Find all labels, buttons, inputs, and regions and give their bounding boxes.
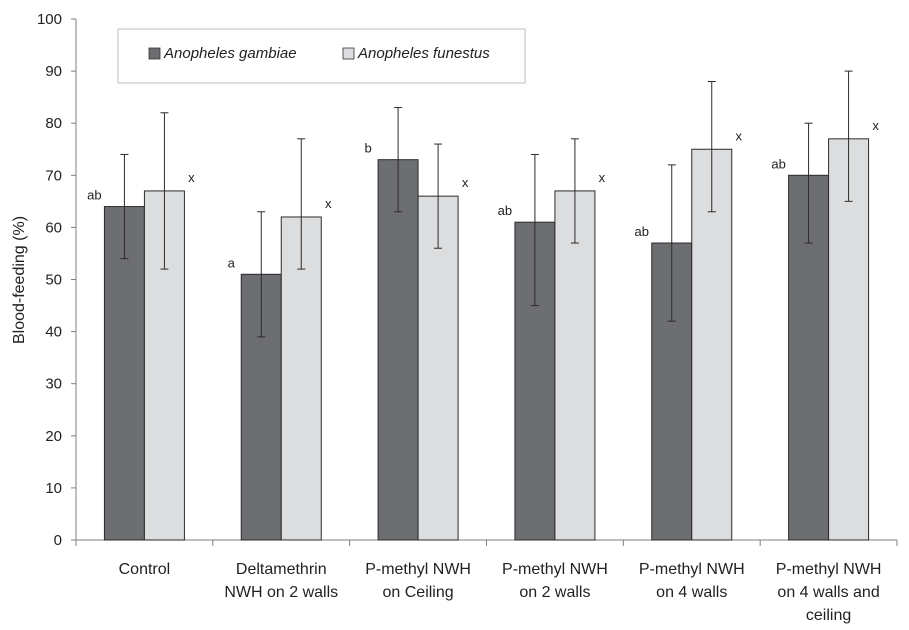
bar — [280, 216, 322, 541]
significance-label: x — [599, 170, 606, 185]
category-label: P-methyl NWH — [365, 561, 471, 578]
y-axis-title: Blood-feeding (%) — [11, 216, 28, 344]
category-label: P-methyl NWH — [502, 561, 608, 578]
category-label: P-methyl NWH — [639, 561, 745, 578]
legend-label-gambiae: Anopheles gambiae — [163, 45, 297, 62]
legend-box — [117, 28, 526, 84]
y-tick-label: 100 — [37, 11, 62, 28]
y-tick-label: 90 — [45, 63, 62, 80]
bar — [377, 159, 419, 541]
error-bars — [120, 70, 853, 338]
significance-label: ab — [498, 203, 512, 218]
significance-label: ab — [771, 156, 785, 171]
bar — [691, 148, 733, 541]
legend-swatch-gambiae — [148, 47, 161, 60]
category-label: P-methyl NWH — [776, 561, 882, 578]
category-label: on Ceiling — [383, 584, 454, 601]
legend-label-funestus: Anopheles funestus — [357, 45, 490, 62]
category-label: NWH on 2 walls — [224, 584, 338, 601]
y-tick-label: 80 — [45, 115, 62, 132]
category-label: on 2 walls — [519, 584, 590, 601]
significance-label: x — [872, 118, 879, 133]
y-tick-label: 10 — [45, 480, 62, 497]
axes: 0 10 20 30 40 50 60 70 80 90 100 — [37, 11, 898, 549]
category-label: on 4 walls — [656, 584, 727, 601]
significance-label: ab — [87, 188, 101, 203]
significance-label: ab — [635, 224, 649, 239]
significance-labels: ab x a x b x ab x ab x ab x — [87, 118, 879, 270]
bar — [554, 190, 596, 541]
category-label: ceiling — [806, 607, 851, 624]
y-tick-label: 0 — [54, 532, 62, 549]
y-tick-label: 40 — [45, 324, 62, 341]
legend: Anopheles gambiae Anopheles funestus — [117, 28, 526, 84]
significance-label: x — [188, 170, 195, 185]
significance-label: b — [364, 141, 371, 156]
y-tick-label: 20 — [45, 428, 62, 445]
significance-label: x — [736, 128, 743, 143]
y-tick-label: 60 — [45, 219, 62, 236]
category-labels: Control Deltamethrin NWH on 2 walls P-methy… — [119, 561, 882, 624]
y-tick-label: 50 — [45, 272, 62, 289]
category-label: on 4 walls and — [777, 584, 879, 601]
y-tick-label: 30 — [45, 376, 62, 393]
y-tick-label: 70 — [45, 167, 62, 184]
significance-label: a — [228, 255, 236, 270]
category-label: Deltamethrin — [236, 561, 327, 578]
bars — [103, 138, 870, 541]
significance-label: x — [462, 175, 469, 190]
significance-label: x — [325, 196, 332, 211]
legend-swatch-funestus — [342, 47, 355, 60]
category-label: Control — [119, 561, 171, 578]
bar — [417, 195, 459, 541]
